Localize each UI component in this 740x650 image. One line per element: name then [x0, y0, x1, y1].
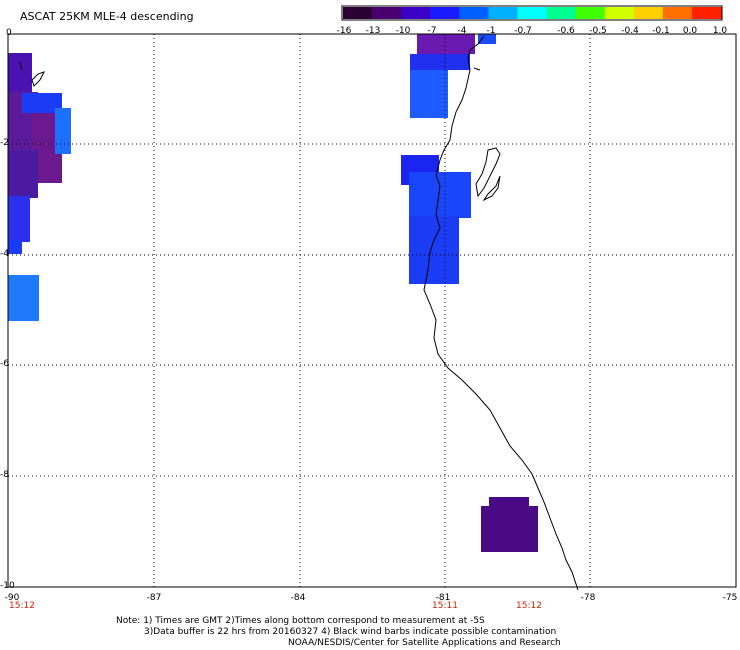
colorbar-label: -0.4: [621, 26, 639, 36]
map-title: ASCAT 25KM MLE-4 descending: [20, 10, 194, 23]
footnote-line-1: Note: 1) Times are GMT 2)Times along bot…: [116, 616, 485, 626]
colorbar-cell: [604, 7, 635, 19]
x-tick-label: -75: [722, 593, 738, 603]
footnote-line-3: NOAA/NESDIS/Center for Satellite Applica…: [288, 638, 561, 648]
colorbar-cells: [343, 7, 722, 19]
colorbar-cell: [575, 7, 606, 19]
time-label: 15:12: [516, 601, 542, 611]
colorbar-label: -13: [365, 26, 381, 36]
y-tick-label: -2: [0, 138, 9, 148]
colorbar-label: -0.1: [652, 26, 670, 36]
x-tick-label: -78: [580, 593, 596, 603]
y-tick-label: -4: [0, 249, 9, 259]
data-blocks: [8, 34, 538, 552]
colorbar-cell: [546, 7, 577, 19]
colorbar-cell: [343, 7, 373, 19]
x-tick-label: -84: [290, 593, 306, 603]
x-tick-label: -87: [146, 593, 162, 603]
colorbar-label: -16: [336, 26, 352, 36]
y-tick-label: 0: [6, 28, 12, 38]
x-tick-label: -90: [4, 593, 20, 603]
colorbar: [341, 5, 723, 21]
colorbar-label: -10: [395, 26, 411, 36]
colorbar-label: -4: [457, 26, 467, 36]
colorbar-cell: [372, 7, 402, 19]
colorbar-label: 0.0: [682, 26, 698, 36]
colorbar-label: -0.5: [589, 26, 607, 36]
footnote-line-2: 3)Data buffer is 22 hrs from 20160327 4)…: [144, 627, 557, 637]
y-tick-label: -8: [0, 470, 9, 480]
colorbar-label: 1.0: [712, 26, 728, 36]
colorbar-cell: [430, 7, 460, 19]
colorbar-cell: [662, 7, 693, 19]
time-label: 15:11: [432, 601, 458, 611]
plot-grid: [7, 33, 737, 588]
colorbar-cell: [459, 7, 489, 19]
colorbar-cell: [691, 7, 722, 19]
colorbar-label: -7: [427, 26, 437, 36]
time-label: 15:12: [9, 601, 35, 611]
colorbar-cell: [488, 7, 518, 19]
y-tick-label: -6: [0, 359, 9, 369]
colorbar-label: -0.7: [514, 26, 532, 36]
x-tick-label: -81: [435, 593, 451, 603]
colorbar-cell: [633, 7, 664, 19]
footnote: Note: 1) Times are GMT 2)Times along bot…: [116, 616, 561, 649]
colorbar-cell: [401, 7, 431, 19]
colorbar-label: -1: [486, 26, 496, 36]
colorbar-label: -0.6: [557, 26, 575, 36]
colorbar-cell: [517, 7, 548, 19]
coastline: [19, 35, 579, 591]
y-tick-label: -10: [0, 581, 15, 591]
